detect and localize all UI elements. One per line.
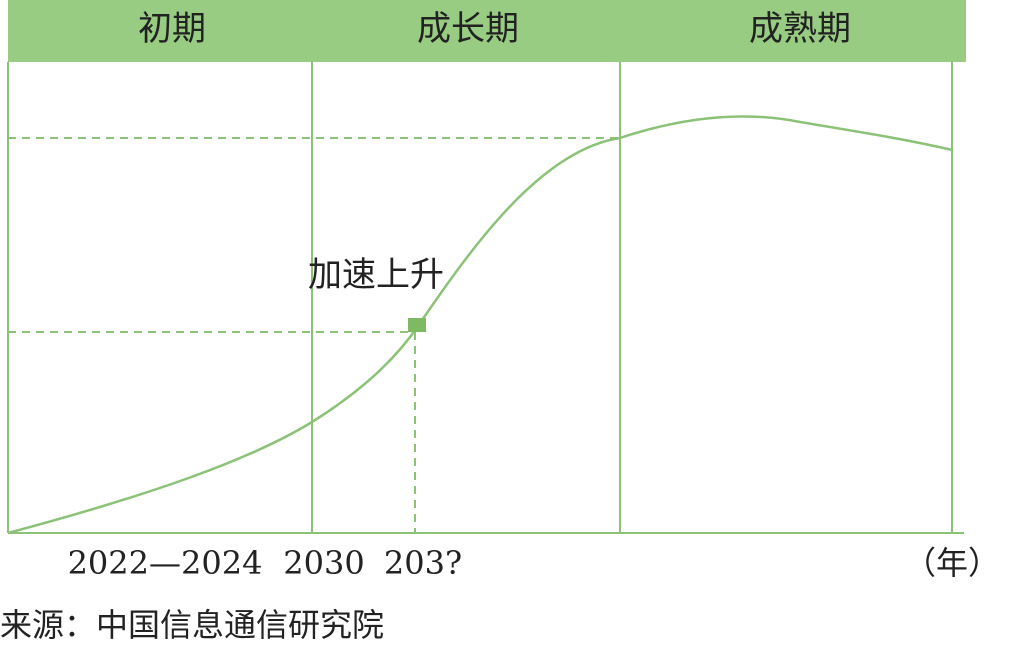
x-axis-unit: （年）	[904, 544, 1000, 582]
x-tick-label-2030: 2030	[283, 544, 364, 582]
annotation-accelerating: 加速上升	[308, 255, 444, 295]
phase-header-band	[8, 0, 966, 62]
source-note: 来源：中国信息通信研究院	[0, 606, 384, 644]
phase-label-initial: 初期	[138, 9, 206, 49]
phase-label-growth: 成长期	[417, 9, 519, 49]
growth-curve	[7, 115, 953, 535]
x-tick-label-203x: 203?	[384, 544, 462, 582]
phase-label-mature: 成熟期	[749, 9, 851, 49]
acceleration-marker	[408, 318, 426, 332]
x-tick-label-initial: 2022—2024	[68, 544, 263, 582]
